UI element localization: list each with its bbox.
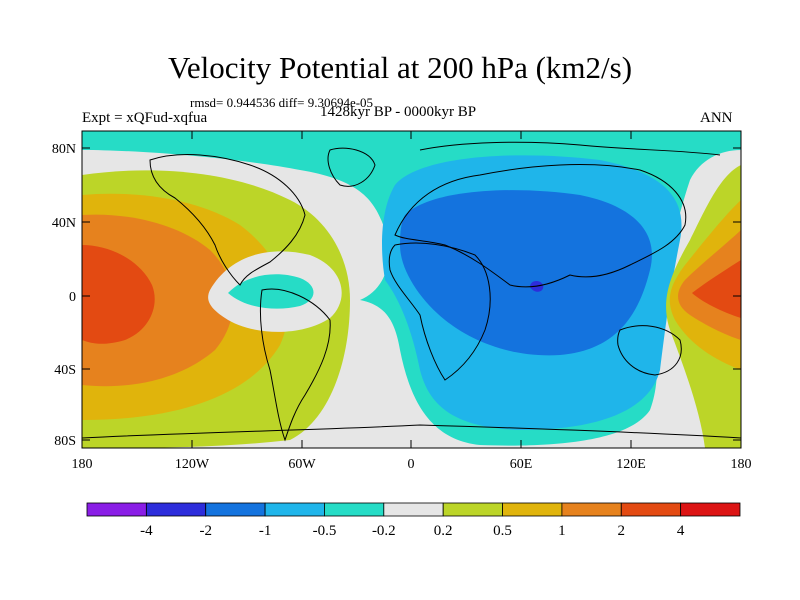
colorbar-label: -1 [259, 523, 272, 539]
coastlines [82, 141, 741, 442]
season-label: ANN [700, 110, 733, 126]
contour-2-west [82, 245, 155, 344]
period-label: 1428kyr BP - 0000kyr BP [320, 104, 477, 120]
coast-africa [388, 242, 491, 381]
colorbar-box [680, 502, 741, 517]
colorbar-label: -0.5 [313, 523, 337, 539]
colorbar-box [502, 502, 563, 517]
coast-eurasia [394, 164, 687, 288]
colorbar-box [620, 502, 682, 517]
y-tick-label: 40S [54, 363, 76, 378]
x-tick-label: 60E [510, 457, 533, 472]
x-tick-label: 180 [731, 457, 752, 472]
colorbar-labels: -4 -2 -1 -0.5 -0.2 0.2 0.5 1 2 4 [140, 523, 685, 539]
colorbar-boxes [86, 502, 741, 517]
colorbar-label: 1 [558, 523, 566, 539]
colorbar-label: 0.5 [493, 523, 512, 539]
x-tick-label: 60W [288, 457, 316, 472]
colorbar-label: 2 [618, 523, 626, 539]
stats-line: rmsd= 0.944536 diff= 9.30694e-05 [190, 95, 374, 110]
x-tick-label: 180 [72, 457, 93, 472]
colorbar-label: -2 [199, 523, 212, 539]
colorbar-box [561, 502, 622, 517]
colorbar-label: 4 [677, 523, 685, 539]
y-tick-label: 40N [52, 216, 76, 231]
y-tick-label: 80N [52, 142, 76, 157]
colorbar-label: -0.2 [372, 523, 396, 539]
axis-ticks [81, 131, 742, 448]
colorbar-box [264, 502, 325, 517]
contour-2-east-edge [692, 260, 741, 318]
coast-australia [617, 325, 682, 376]
coast-north-america [149, 154, 306, 286]
coast-antarctica [82, 424, 741, 439]
x-tick-label: 120W [175, 457, 210, 472]
contour-field [82, 131, 741, 448]
experiment-label: Expt = xQFud-xqfua [82, 110, 208, 126]
colorbar-box [86, 502, 147, 517]
colorbar-label: -4 [140, 523, 153, 539]
colorbar-box [205, 502, 266, 517]
x-tick-label: 120E [616, 457, 646, 472]
contour--1-east [400, 190, 652, 356]
coast-greenland [327, 147, 376, 187]
colorbar-label: 0.2 [434, 523, 453, 539]
coast-south-america [259, 288, 331, 442]
x-tick-label: 0 [408, 457, 415, 472]
colorbar-box [442, 502, 503, 517]
contour-neg-caribbean-inner [228, 274, 314, 309]
coast-arctic-islands [419, 141, 721, 156]
colorbar-box [324, 502, 385, 517]
map-title: Velocity Potential at 200 hPa (km2/s) [167, 50, 633, 85]
colorbar-box [145, 502, 207, 517]
y-tick-label: 0 [69, 290, 76, 305]
y-tick-label: 80S [54, 434, 76, 449]
colorbar-box [383, 502, 444, 517]
